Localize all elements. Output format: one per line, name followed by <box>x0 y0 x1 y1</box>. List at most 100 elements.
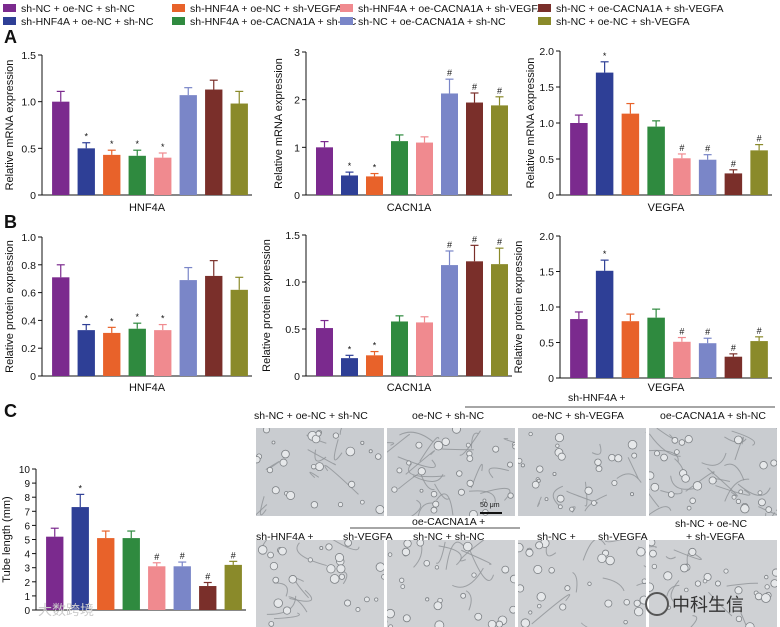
bar <box>391 141 408 195</box>
cell <box>262 428 270 434</box>
cell <box>554 432 565 443</box>
cell-tube <box>397 456 436 468</box>
cell <box>518 584 525 593</box>
cell-tube <box>296 542 327 567</box>
y-tick-label: 1.5 <box>21 50 36 62</box>
y-axis-label: Relative protein expression <box>261 239 273 372</box>
chart-A1: 0 0.5 1.0 1.5 Relative mRNA expression HNF4A *… <box>4 50 252 214</box>
micrograph-group-label-top: sh-HNF4A + <box>568 392 626 404</box>
y-tick-label: 2.0 <box>539 46 554 58</box>
bar <box>199 586 217 610</box>
cell-tube <box>259 496 267 516</box>
legend-item: sh-NC + oe-NC + sh-VEGFA <box>538 16 690 28</box>
cell <box>770 579 777 588</box>
cell-tube <box>660 489 683 495</box>
bar <box>341 358 358 376</box>
cell <box>556 494 565 503</box>
legend-item: sh-HNF4A + oe-NC + sh-VEGFA <box>172 3 342 15</box>
panel-letter-c: C <box>4 401 17 421</box>
bar <box>673 341 691 378</box>
legend-item: sh-NC + oe-CACNA1A + sh-NC <box>340 16 506 28</box>
cell <box>509 574 515 584</box>
cell <box>633 599 641 607</box>
cell <box>332 432 339 439</box>
cell <box>391 486 398 493</box>
significance-mark: # <box>757 134 762 144</box>
cell <box>267 551 274 559</box>
bar <box>570 123 588 195</box>
cell <box>552 472 557 476</box>
cell <box>584 486 593 495</box>
y-tick-label: 10 <box>19 465 31 476</box>
cell <box>608 453 616 462</box>
y-tick-label: 1.0 <box>21 232 36 244</box>
micrograph-label-2: oe-NC + sh-NC <box>412 410 485 422</box>
y-axis-label: Relative protein expression <box>513 241 525 374</box>
cell-tube <box>690 615 698 627</box>
cell-tube <box>649 449 679 462</box>
cell <box>630 492 634 497</box>
significance-mark: * <box>135 139 139 149</box>
cell <box>528 610 533 615</box>
bar <box>698 159 717 195</box>
cell <box>569 506 575 512</box>
bar <box>647 317 665 378</box>
cell-tube <box>758 506 777 516</box>
cell <box>604 599 613 608</box>
cell <box>381 574 384 580</box>
cell-tube <box>480 487 511 501</box>
cell <box>257 545 268 555</box>
cell-tube <box>572 572 578 593</box>
cell <box>419 488 424 493</box>
y-tick-label: 0.4 <box>21 315 36 327</box>
cell <box>416 540 425 547</box>
bar <box>341 175 358 195</box>
cell <box>456 470 463 477</box>
cell <box>536 592 546 602</box>
cell <box>660 453 668 462</box>
cell <box>310 501 319 509</box>
bar <box>46 536 64 610</box>
y-axis-label: Relative mRNA expression <box>273 58 285 189</box>
y-tick-label: 1.5 <box>539 267 554 279</box>
cell <box>686 505 692 511</box>
cell-tube <box>387 433 410 453</box>
y-tick-label: 2.0 <box>539 231 554 243</box>
bar <box>466 102 483 195</box>
cell <box>492 445 500 453</box>
cell-tube <box>537 496 542 507</box>
micrograph-image-5 <box>256 540 384 627</box>
y-tick-label: 0 <box>30 371 36 383</box>
cell <box>678 439 686 446</box>
cell-tube <box>731 430 756 446</box>
cell <box>765 506 772 513</box>
cell <box>279 458 288 467</box>
y-tick-label: 0 <box>294 371 300 383</box>
cell <box>770 459 777 467</box>
cell <box>281 449 290 459</box>
cell <box>360 440 365 445</box>
cell <box>611 479 618 487</box>
cell <box>681 474 690 483</box>
legend-swatch <box>3 4 16 12</box>
cell <box>282 606 292 615</box>
y-tick-label: 0 <box>24 606 30 617</box>
bar <box>595 72 614 195</box>
cell-tube <box>670 580 680 603</box>
cell-tube <box>737 483 771 496</box>
y-tick-label: 2 <box>24 578 30 589</box>
legend-swatch <box>172 4 185 12</box>
cell-tube <box>545 546 557 557</box>
cell <box>649 540 656 547</box>
x-axis-label: HNF4A <box>129 382 166 394</box>
cell <box>315 462 324 472</box>
cell-tube <box>582 540 606 561</box>
cell <box>307 557 313 563</box>
micrograph-label-10a: sh-NC + oe-NC <box>675 518 748 530</box>
micrograph-texture <box>518 428 646 516</box>
legend-label: sh-NC + oe-CACNA1A + sh-VEGFA <box>556 3 724 15</box>
cell <box>533 564 543 574</box>
cell <box>649 549 657 558</box>
cell <box>403 540 412 548</box>
cell <box>452 428 461 434</box>
